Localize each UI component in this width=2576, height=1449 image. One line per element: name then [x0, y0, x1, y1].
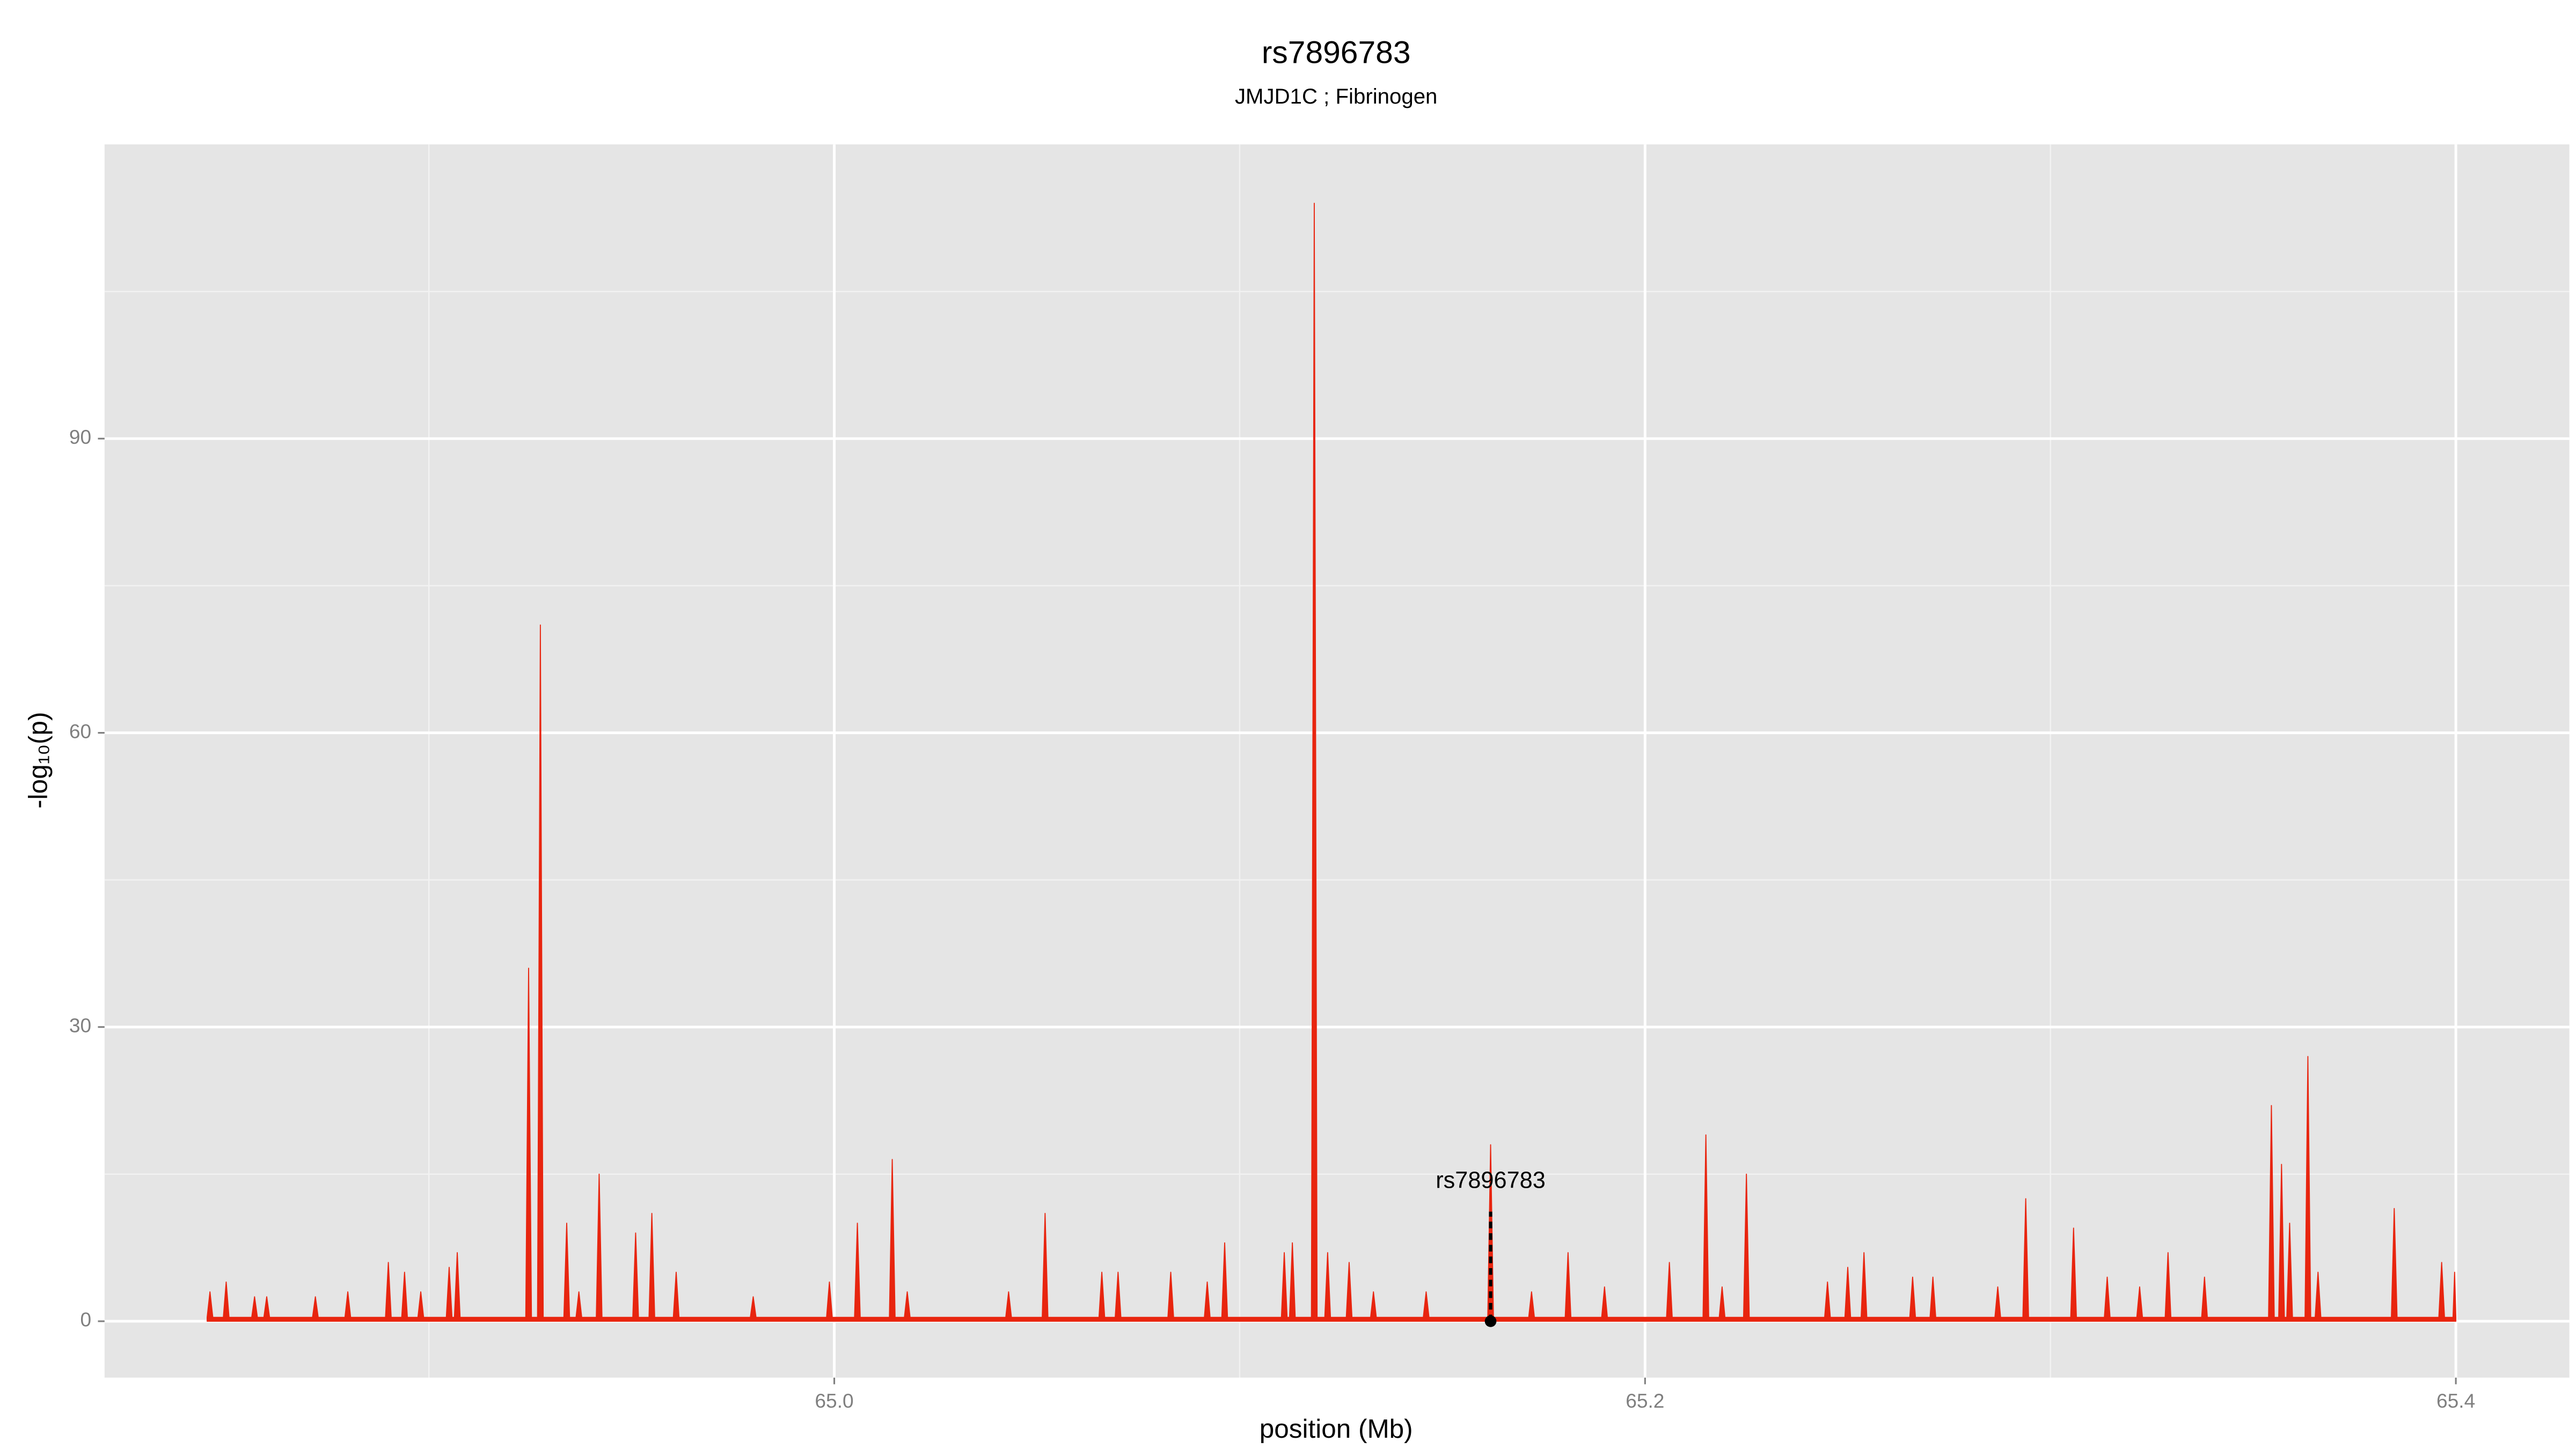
y-axis-title: -log₁₀(p): [23, 712, 53, 808]
annotation-point: [1484, 1315, 1497, 1327]
x-tick-label: 65.0: [815, 1389, 853, 1412]
y-tick-label: 30: [69, 1014, 91, 1037]
annotation-label: rs7896783: [1436, 1168, 1546, 1194]
x-axis-title: position (Mb): [1260, 1414, 1413, 1444]
plot-panel: [104, 144, 2570, 1378]
area: [207, 202, 2457, 1322]
y-tick-label: 60: [69, 720, 91, 742]
y-tick-label: 90: [69, 426, 91, 448]
chart-title: rs7896783: [1262, 35, 1411, 70]
y-tick-label: 0: [80, 1308, 91, 1331]
chart-subtitle: JMJD1C ; Fibrinogen: [1235, 84, 1437, 108]
x-tick-label: 65.4: [2436, 1389, 2475, 1412]
x-tick-label: 65.2: [1626, 1389, 1664, 1412]
